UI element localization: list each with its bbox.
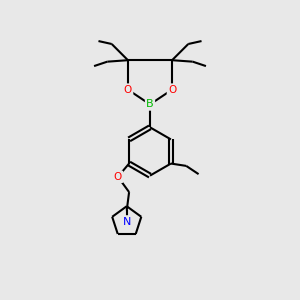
Text: B: B (146, 99, 154, 110)
Text: O: O (124, 85, 132, 94)
Text: O: O (168, 85, 176, 94)
Text: O: O (114, 172, 122, 182)
Text: N: N (122, 217, 131, 226)
